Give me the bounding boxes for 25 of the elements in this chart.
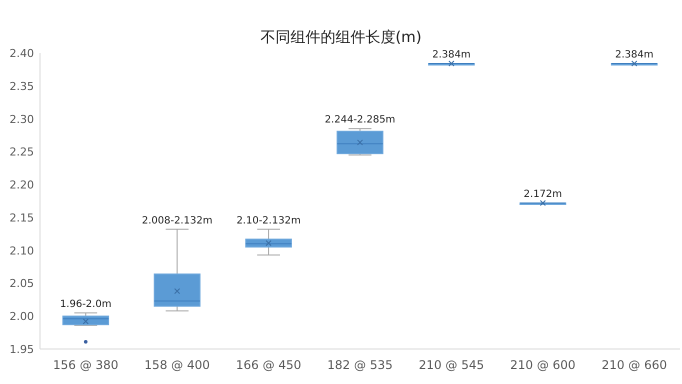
y-tick-label: 2.00 — [10, 310, 34, 324]
y-tick-label: 2.10 — [10, 244, 34, 258]
annotation: 2.008-2.132m — [142, 215, 212, 226]
x-tick-label: 210 @ 545 — [418, 358, 484, 372]
annotation: 2.244-2.285m — [324, 114, 396, 126]
y-tick-label: 2.30 — [10, 112, 34, 126]
annotation: 1.96-2.0m — [60, 298, 112, 310]
x-tick-label: 210 @ 660 — [602, 358, 668, 372]
annotation: 2.172m — [524, 188, 562, 200]
y-tick-label: 2.25 — [10, 146, 34, 159]
annotation: 2.384m — [432, 50, 471, 61]
y-tick-label: 2.05 — [10, 277, 34, 290]
chart-title: 不同组件的组件长度(m) — [260, 28, 422, 46]
x-tick-label: 156 @ 380 — [52, 358, 118, 372]
y-tick-label: 2.40 — [10, 47, 34, 60]
x-tick-label: 210 @ 600 — [510, 358, 576, 372]
annotation: 2.10-2.132m — [236, 215, 301, 226]
y-tick-label: 2.20 — [10, 178, 34, 192]
y-tick-label: 2.35 — [10, 80, 34, 93]
y-tick-label: 1.95 — [10, 343, 34, 356]
x-tick-label: 158 @ 400 — [144, 358, 210, 372]
x-tick-label: 182 @ 535 — [327, 358, 393, 372]
x-tick-label: 166 @ 450 — [236, 358, 302, 372]
y-tick-label: 2.15 — [10, 211, 34, 224]
annotation: 2.384m — [615, 50, 654, 61]
